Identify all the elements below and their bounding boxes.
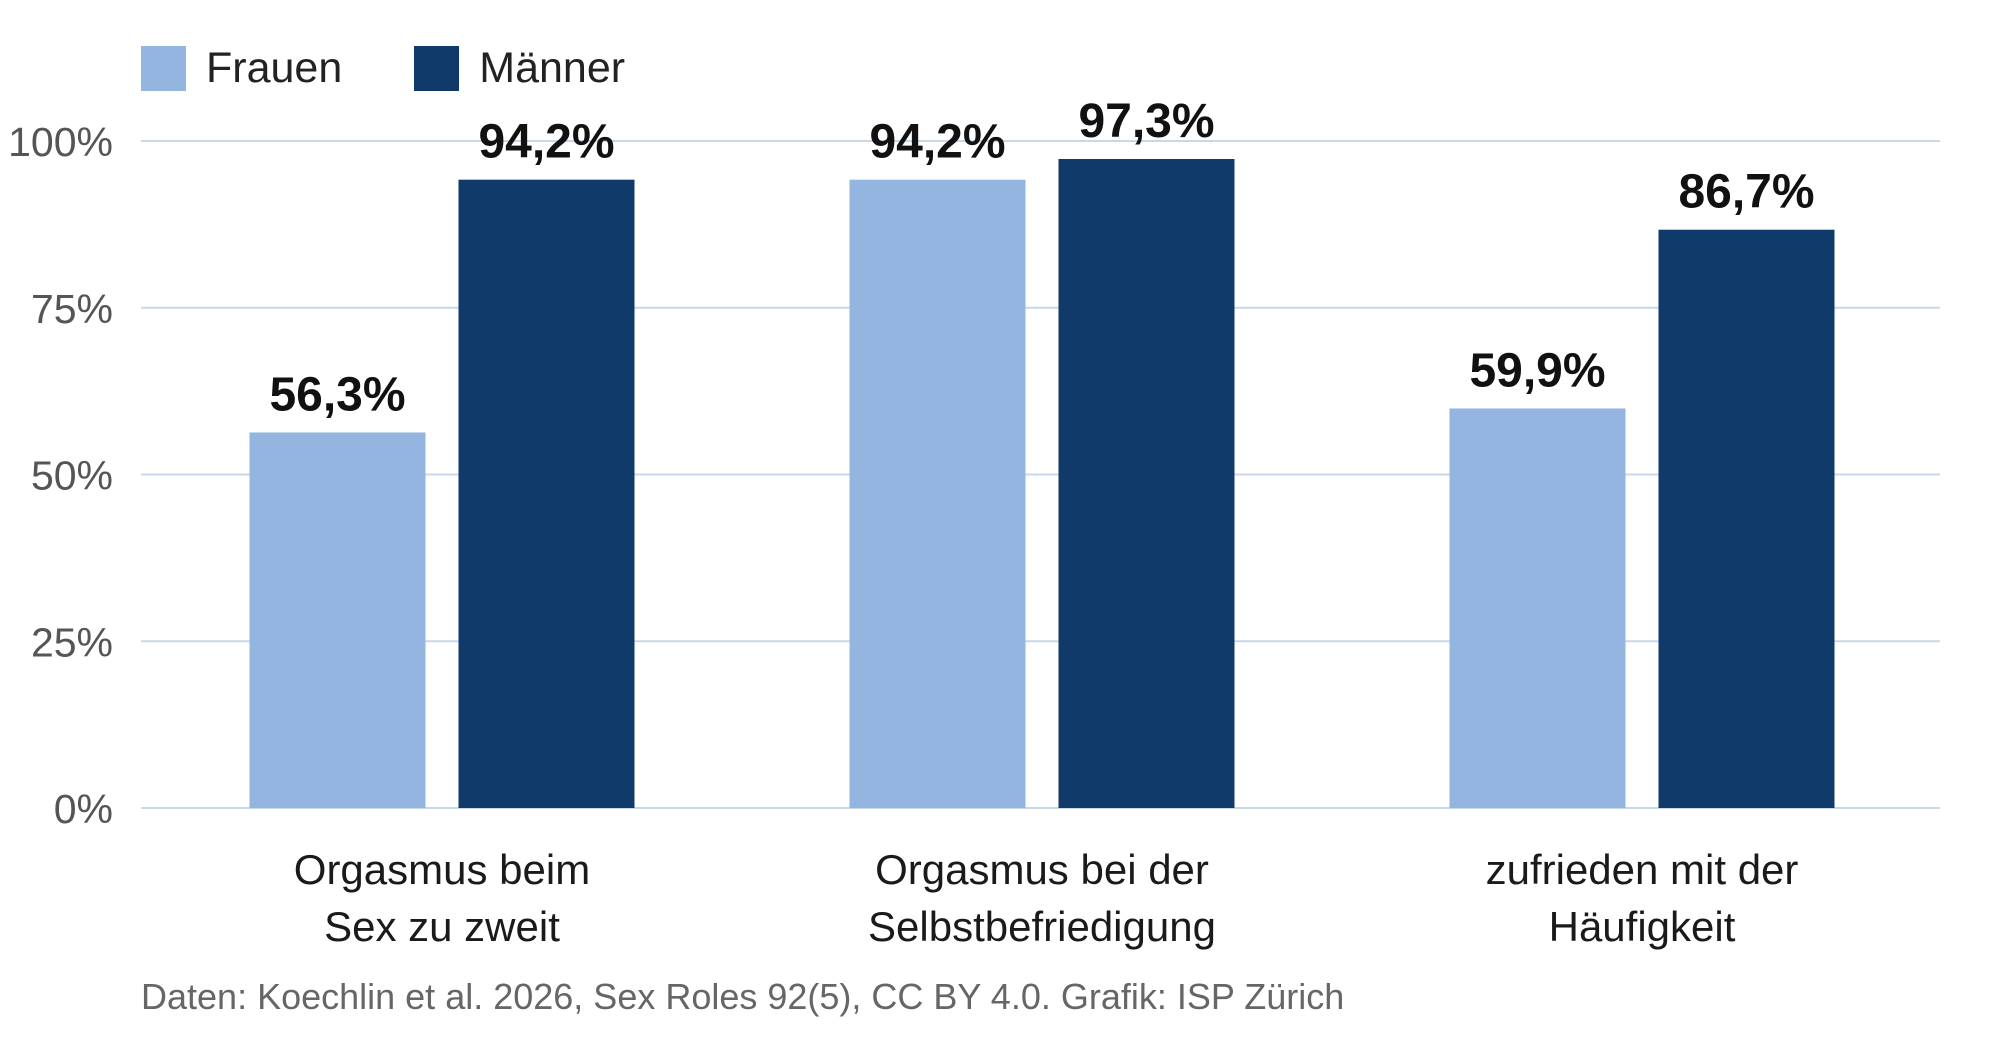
data-label: 56,3%	[269, 368, 405, 421]
legend-label-frauen: Frauen	[206, 44, 343, 92]
bar	[458, 179, 635, 808]
x-tick-label: Häufigkeit	[1549, 903, 1736, 950]
data-label: 94,2%	[869, 116, 1005, 169]
x-tick-label: Orgasmus beim	[294, 846, 590, 893]
legend-item-maenner: Männer	[414, 44, 625, 93]
y-tick-label: 100%	[8, 119, 113, 165]
legend-swatch-maenner	[414, 46, 460, 91]
legend-item-frauen: Frauen	[141, 44, 342, 93]
source-note: Daten: Koechlin et al. 2026, Sex Roles 9…	[141, 976, 1345, 1017]
x-tick-label: Orgasmus bei der	[875, 846, 1209, 893]
x-tick-label: Selbstbefriedigung	[868, 903, 1216, 950]
data-label: 97,3%	[1078, 95, 1214, 148]
bar	[1658, 229, 1835, 808]
legend: Frauen Männer	[141, 44, 697, 93]
bar	[1449, 408, 1626, 808]
legend-label-maenner: Männer	[479, 44, 626, 92]
bar	[1058, 159, 1235, 808]
y-tick-label: 50%	[31, 453, 113, 499]
data-label: 59,9%	[1469, 344, 1605, 397]
y-tick-label: 0%	[54, 786, 113, 832]
x-tick-label: zufrieden mit der	[1486, 846, 1799, 893]
y-tick-label: 25%	[31, 619, 113, 665]
y-tick-label: 75%	[31, 286, 113, 332]
data-label: 86,7%	[1678, 166, 1814, 219]
legend-swatch-frauen	[141, 46, 186, 91]
bar	[849, 179, 1026, 808]
x-tick-label: Sex zu zweit	[324, 903, 560, 950]
bar	[249, 432, 426, 808]
data-label: 94,2%	[478, 116, 614, 169]
